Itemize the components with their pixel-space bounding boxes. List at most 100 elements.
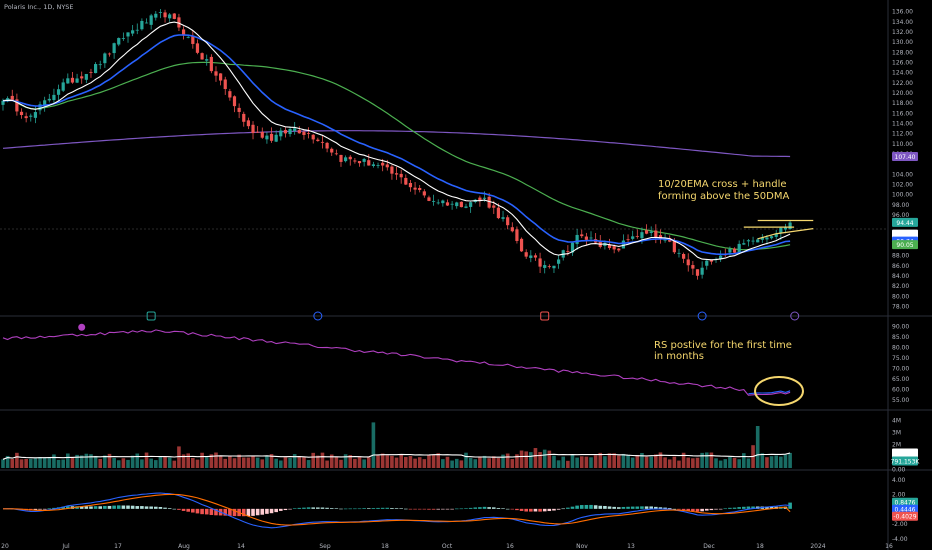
price-tick-label: 100.00: [892, 192, 913, 199]
volume-bar: [570, 454, 575, 468]
volume-bar: [79, 455, 84, 468]
volume-bar: [126, 459, 130, 468]
sma200-path: [2, 130, 791, 158]
event-marker-icon[interactable]: [697, 311, 707, 321]
candle: [103, 52, 107, 68]
volume-bar: [292, 454, 297, 468]
candle: [19, 108, 24, 119]
price-panel[interactable]: [1, 9, 814, 321]
macd-histogram-bar: [366, 508, 371, 509]
candle: [677, 248, 681, 258]
volume-panel[interactable]: [1, 422, 792, 468]
candle: [418, 185, 422, 193]
volume-bar: [482, 455, 487, 468]
event-marker-icon[interactable]: [790, 311, 800, 321]
volume-bar: [542, 449, 547, 468]
volume-bar: [237, 454, 241, 468]
volume-bar: [274, 458, 278, 468]
macd-value-tag: 0.4446: [892, 504, 918, 514]
candle: [529, 250, 533, 263]
macd-histogram-bar: [269, 508, 274, 514]
volume-bar: [98, 458, 103, 468]
volume-bar: [510, 459, 515, 468]
event-marker-icon[interactable]: [313, 311, 323, 321]
volume-bar: [478, 456, 482, 468]
candle: [783, 223, 788, 234]
volume-bar: [251, 455, 255, 468]
volume-bar: [589, 457, 593, 468]
candle: [219, 73, 223, 86]
macd-histogram-bar: [380, 507, 385, 509]
macd-histogram-bar: [246, 508, 251, 517]
macd-histogram-bar: [667, 508, 672, 509]
macd-histogram-bar: [644, 506, 649, 509]
macd-histogram-bar: [191, 508, 195, 513]
volume-bar: [107, 453, 112, 468]
price-tick-label: 80.00: [892, 293, 909, 300]
volume-bar: [640, 452, 644, 468]
volume-bar: [667, 459, 672, 468]
candle: [269, 127, 274, 143]
volume-bar: [311, 452, 316, 468]
candle: [15, 93, 19, 116]
macd-histogram-bar: [441, 508, 445, 510]
event-marker-icon[interactable]: [540, 311, 550, 321]
volume-value-tag: 791.153K: [891, 456, 920, 466]
volume-bar: [686, 457, 691, 468]
macd-histogram-bar: [556, 508, 561, 510]
rs-highlight-circle: [754, 376, 804, 406]
volume-bar: [788, 452, 792, 468]
macd-histogram-bar: [223, 508, 228, 516]
volume-bar: [204, 457, 209, 468]
volume-bar: [167, 457, 172, 468]
macd-lines: [2, 492, 791, 529]
price-tick-label: 98.00: [892, 202, 909, 209]
volume-bar: [728, 456, 732, 468]
volume-bar: [709, 452, 714, 468]
macd-histogram-bar: [38, 508, 42, 510]
time-tick-label: Dec: [703, 543, 715, 550]
macd-histogram-bar: [228, 508, 232, 516]
candle: [293, 122, 297, 135]
candle: [131, 25, 135, 37]
time-tick-label: Aug: [178, 543, 190, 550]
volume-bar: [538, 452, 542, 468]
volume-bar: [417, 457, 422, 468]
ema10-path: [2, 21, 791, 261]
rs-panel[interactable]: [2, 323, 804, 406]
candle: [228, 88, 232, 101]
volume-bar: [348, 455, 353, 468]
candle: [501, 210, 505, 222]
volume-bar: [723, 459, 728, 468]
svg-text:0.4446: 0.4446: [895, 507, 916, 514]
price-tick-label: 104.00: [892, 171, 913, 178]
volume-bar: [33, 458, 38, 468]
event-marker-icon[interactable]: [146, 311, 156, 321]
candle: [390, 164, 394, 180]
candle: [251, 121, 255, 140]
volume-bar: [218, 455, 223, 468]
rs-tick-label: 75.00: [892, 355, 909, 362]
candle: [445, 199, 450, 207]
price-tick-label: 110.00: [892, 141, 913, 148]
volume-bar: [366, 457, 371, 468]
svg-text:107.40: 107.40: [895, 154, 916, 161]
volume-bar: [746, 458, 751, 468]
candle: [214, 66, 218, 82]
candle: [538, 252, 542, 273]
volume-bar: [422, 459, 427, 468]
macd-panel[interactable]: [2, 492, 792, 529]
volume-bar: [15, 452, 19, 468]
macd-histogram-bar: [626, 506, 630, 509]
candle: [70, 71, 75, 84]
handle-rising-line: [757, 228, 814, 240]
event-markers: [146, 311, 800, 321]
price-tick-label: 132.00: [892, 29, 913, 36]
volume-bar: [153, 460, 158, 468]
macd-histogram-bar: [288, 508, 292, 510]
candle: [246, 117, 250, 130]
candle: [274, 130, 278, 143]
volume-bar: [135, 453, 140, 468]
macd-histogram-bar: [496, 507, 501, 509]
